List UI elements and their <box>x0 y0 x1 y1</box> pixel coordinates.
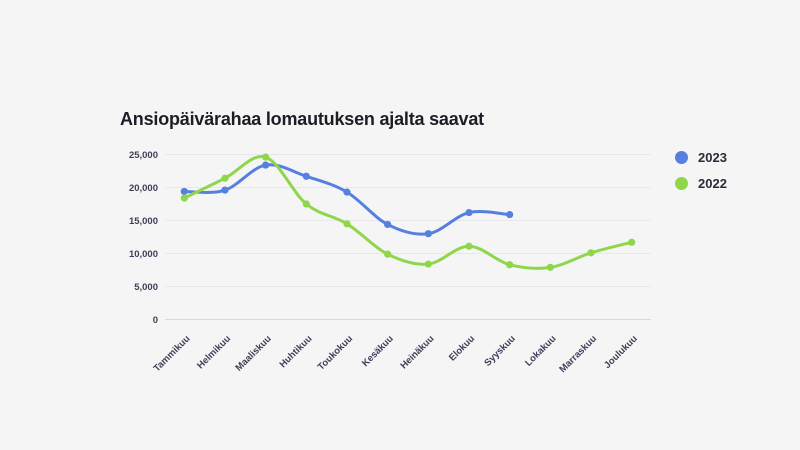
legend-item-2022[interactable]: 2022 <box>675 176 727 191</box>
svg-text:10,000: 10,000 <box>129 249 158 260</box>
svg-text:Toukokuu: Toukokuu <box>316 333 356 373</box>
legend-label-2022: 2022 <box>698 176 727 191</box>
chart-legend: 2023 2022 <box>675 150 727 191</box>
svg-text:Lokakuu: Lokakuu <box>523 333 559 369</box>
svg-text:5,000: 5,000 <box>134 282 158 293</box>
svg-text:25,000: 25,000 <box>129 150 158 161</box>
svg-text:20,000: 20,000 <box>129 183 158 194</box>
svg-text:Elokuu: Elokuu <box>447 333 477 363</box>
legend-swatch-2023-icon <box>675 151 688 164</box>
legend-label-2023: 2023 <box>698 150 727 165</box>
svg-text:Huhtikuu: Huhtikuu <box>278 333 315 370</box>
chart-title: Ansiopäivärahaa lomautuksen ajalta saava… <box>120 109 484 129</box>
svg-text:0: 0 <box>153 315 158 326</box>
legend-item-2023[interactable]: 2023 <box>675 150 727 165</box>
svg-text:Joulukuu: Joulukuu <box>602 333 640 371</box>
svg-text:Marraskuu: Marraskuu <box>557 333 599 375</box>
svg-text:Helmikuu: Helmikuu <box>195 333 233 371</box>
svg-text:Syyskuu: Syyskuu <box>482 333 518 369</box>
svg-text:15,000: 15,000 <box>129 216 158 227</box>
svg-text:Maaliskuu: Maaliskuu <box>234 333 274 373</box>
legend-swatch-2022-icon <box>675 177 688 190</box>
svg-text:Tammikuu: Tammikuu <box>152 333 193 374</box>
svg-text:Kesäkuu: Kesäkuu <box>360 333 396 369</box>
svg-text:Heinäkuu: Heinäkuu <box>398 333 436 371</box>
